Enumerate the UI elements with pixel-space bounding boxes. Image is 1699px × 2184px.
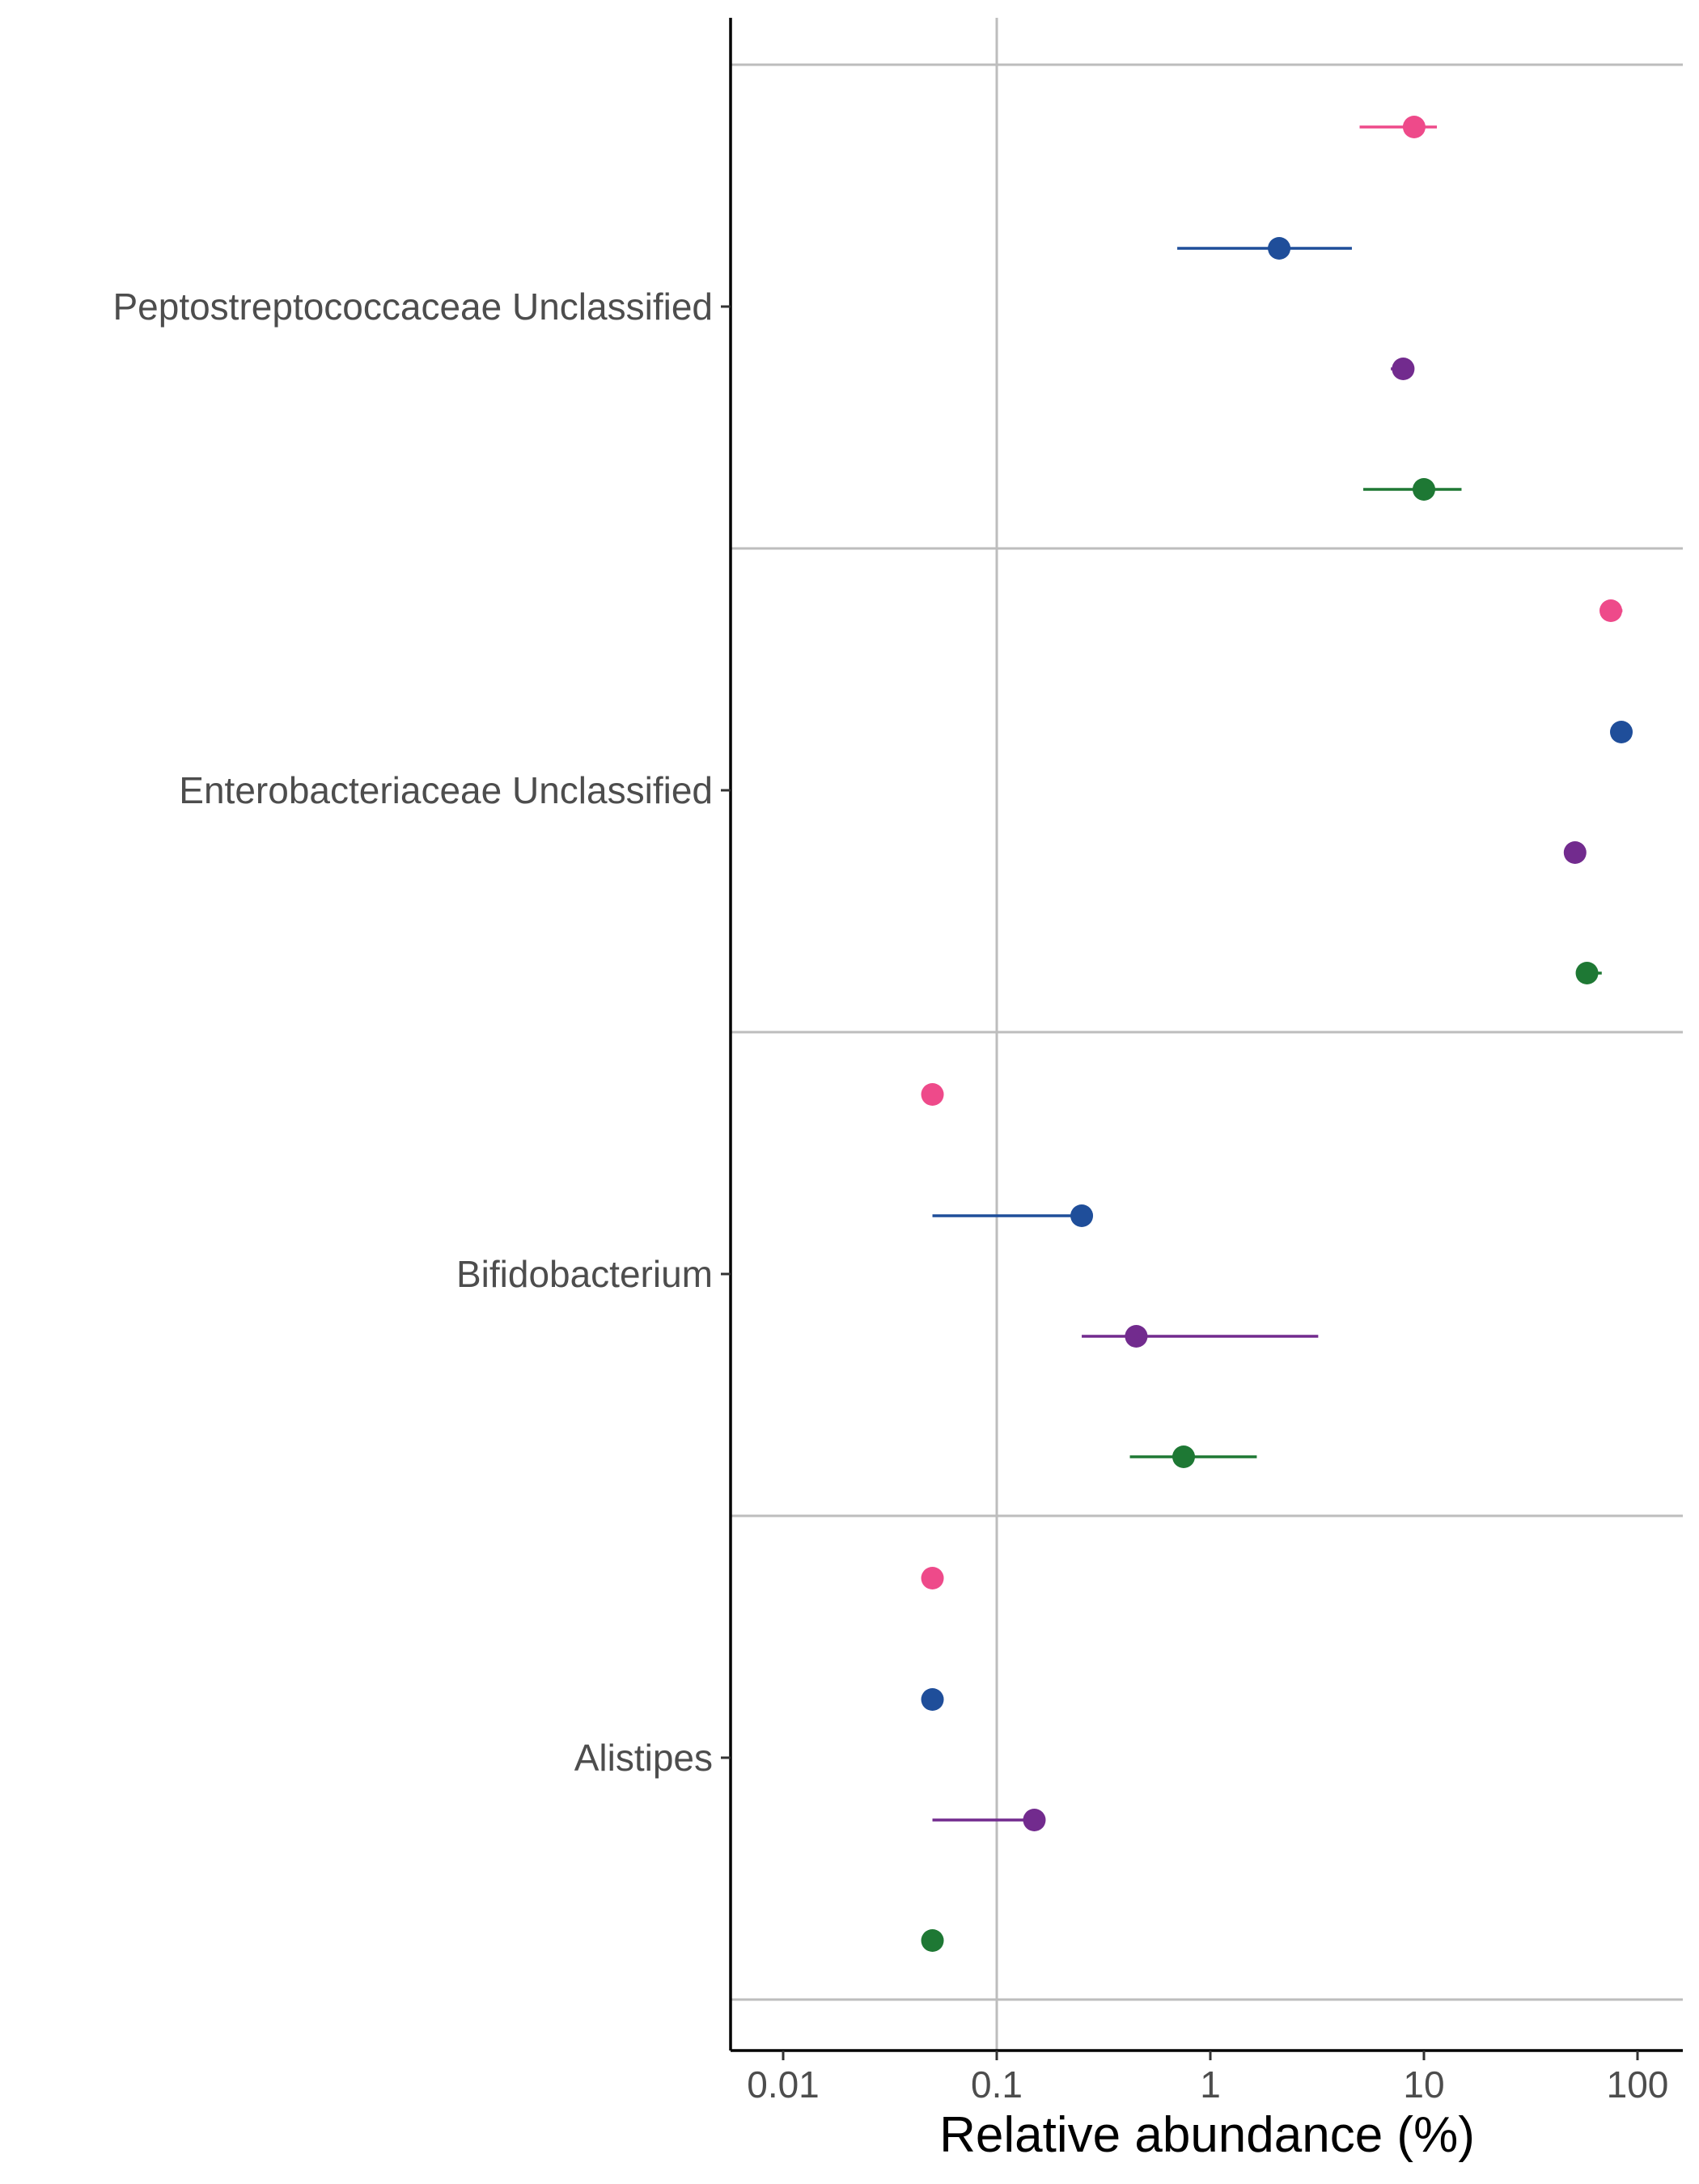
x-tick-label: 10 <box>1403 2063 1444 2106</box>
series-layer <box>921 116 1633 1952</box>
series-1 <box>921 116 1623 1589</box>
y-tick-label: Alistipes <box>574 1737 713 1779</box>
data-point <box>1413 478 1435 501</box>
axis-layer <box>729 18 1683 2052</box>
data-point <box>1563 841 1587 864</box>
y-tick-label: Peptostreptococcaceae Unclassified <box>112 286 713 328</box>
data-point <box>921 1083 944 1106</box>
data-point <box>1125 1325 1148 1348</box>
data-point <box>1392 358 1415 380</box>
grid-layer <box>731 18 1683 2051</box>
y-tick-label: Bifidobacterium <box>456 1253 713 1295</box>
series-4 <box>921 478 1602 1952</box>
series-3 <box>932 358 1587 1831</box>
data-point <box>1610 721 1633 743</box>
x-tick-label: 100 <box>1607 2063 1669 2106</box>
x-axis-title: Relative abundance (%) <box>939 2107 1475 2163</box>
data-point <box>1172 1445 1196 1468</box>
data-point <box>1599 599 1623 622</box>
data-point <box>1402 116 1426 138</box>
x-tick-label: 0.01 <box>747 2063 820 2106</box>
y-tick-label: Enterobacteriaceae Unclassified <box>179 769 713 811</box>
data-point <box>1023 1809 1046 1831</box>
x-tick-label: 1 <box>1200 2063 1221 2106</box>
data-point <box>1575 962 1599 984</box>
tick-layer: 0.01 0.1 1 10 100 Peptostreptococcaceae Uncla… <box>112 286 1668 2106</box>
data-point <box>921 1688 944 1711</box>
series-2 <box>921 237 1633 1711</box>
data-point <box>1268 237 1291 260</box>
data-point <box>921 1567 944 1589</box>
data-point <box>921 1929 944 1952</box>
x-tick-label: 0.1 <box>971 2063 1023 2106</box>
data-point <box>1070 1204 1094 1227</box>
